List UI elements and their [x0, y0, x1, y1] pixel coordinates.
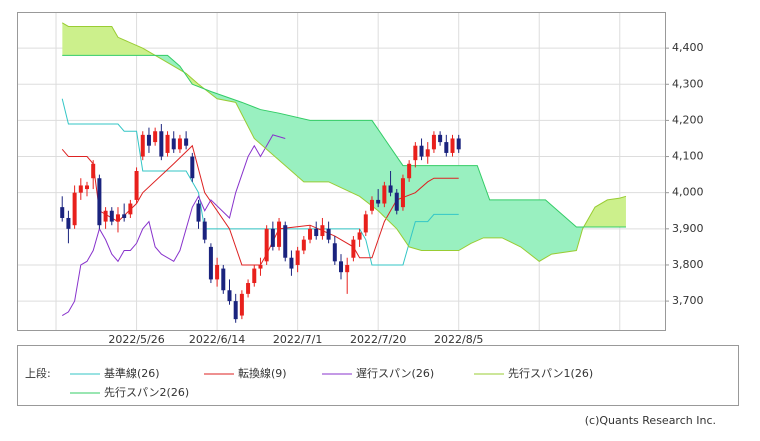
legend-entry: 遅行スパン(26) — [356, 367, 434, 380]
indicator-line — [61, 134, 286, 316]
legend-entry: 転換線(9) — [238, 366, 287, 380]
candle-body — [72, 192, 77, 226]
candle-body — [339, 261, 343, 273]
candle-body — [289, 257, 294, 269]
candle-body — [413, 145, 418, 161]
candle-body — [431, 134, 436, 150]
legend-entry: 基準線(26) — [104, 366, 160, 380]
indicator-line — [61, 22, 627, 262]
candle-body — [400, 178, 405, 208]
candle-body — [425, 149, 430, 157]
x-tick-label: 2022/6/14 — [189, 333, 245, 346]
candle-body — [351, 239, 356, 258]
candle-body — [326, 228, 331, 240]
cloud-span2-above — [62, 55, 626, 262]
candle-body — [215, 264, 220, 280]
candle-body — [239, 293, 244, 316]
candle-body — [171, 138, 176, 150]
candle-body — [227, 290, 232, 302]
candle-body — [283, 225, 288, 258]
indicator-line — [62, 54, 626, 228]
candle-body — [246, 283, 251, 294]
candle-body — [91, 163, 96, 179]
x-tick-label: 2022/5/26 — [108, 333, 164, 346]
x-tick-label: 2022/8/5 — [434, 333, 483, 346]
candle-body — [369, 199, 374, 211]
candle-body — [134, 171, 139, 200]
y-tick-label: 3,800 — [672, 258, 704, 271]
candle-body — [208, 246, 213, 280]
y-tick-label: 4,000 — [672, 186, 704, 199]
y-tick-label: 3,700 — [672, 294, 704, 307]
legend-label: 上段: — [25, 366, 51, 380]
y-tick-label: 4,200 — [672, 113, 704, 126]
candle-body — [202, 221, 207, 240]
candle-body — [388, 185, 393, 193]
y-tick-label: 3,900 — [672, 222, 704, 235]
candle-body — [345, 264, 350, 273]
candle-body — [140, 134, 145, 157]
candle-body — [196, 203, 201, 222]
candle-body — [450, 138, 455, 153]
candle-body — [221, 268, 226, 291]
x-tick-label: 2022/7/1 — [273, 333, 322, 346]
candle-body — [314, 228, 319, 237]
candle-body — [252, 268, 257, 284]
candle-body — [363, 214, 368, 233]
candle-body — [301, 239, 306, 251]
candle-body — [177, 138, 182, 150]
candle-body — [146, 134, 151, 146]
candle-body — [122, 214, 127, 218]
candle-body — [60, 207, 65, 218]
credit: (c)Quants Research Inc. — [585, 414, 716, 427]
candle-body — [190, 156, 195, 179]
candle-body — [419, 145, 424, 157]
candle-body — [320, 225, 325, 237]
candle-body — [258, 264, 263, 269]
candle-body — [308, 228, 313, 240]
candle-body — [357, 232, 362, 240]
candle-body — [438, 134, 443, 143]
candle-body — [109, 210, 114, 222]
x-tick-label: 2022/7/20 — [350, 333, 406, 346]
y-tick-label: 4,300 — [672, 77, 704, 90]
candle-body — [332, 243, 337, 262]
y-tick-label: 4,100 — [672, 150, 704, 163]
candle-body — [270, 228, 275, 247]
plot-border — [17, 12, 666, 331]
candle-body — [115, 214, 120, 222]
legend-box — [17, 345, 739, 406]
candle-body — [153, 131, 158, 143]
candle-body — [376, 199, 381, 204]
candle-body — [456, 138, 461, 150]
candle-body — [382, 185, 387, 204]
candle-body — [78, 185, 83, 193]
candle-body — [66, 217, 71, 229]
candle-body — [184, 138, 189, 146]
legend-entry: 先行スパン2(26) — [104, 386, 189, 399]
candle-body — [233, 301, 238, 320]
candle-body — [128, 203, 133, 215]
candle-body — [165, 134, 170, 153]
candle-body — [444, 142, 449, 153]
candle-body — [264, 228, 269, 262]
candle-body — [103, 210, 108, 222]
y-tick-label: 4,400 — [672, 41, 704, 54]
candle-body — [85, 185, 90, 190]
legend-entry: 先行スパン1(26) — [508, 367, 593, 380]
candle-body — [97, 178, 102, 226]
candle-body — [394, 192, 399, 211]
candle-body — [407, 163, 412, 179]
candle-body — [295, 250, 300, 265]
candle-body — [277, 221, 282, 247]
candle-body — [159, 131, 164, 157]
